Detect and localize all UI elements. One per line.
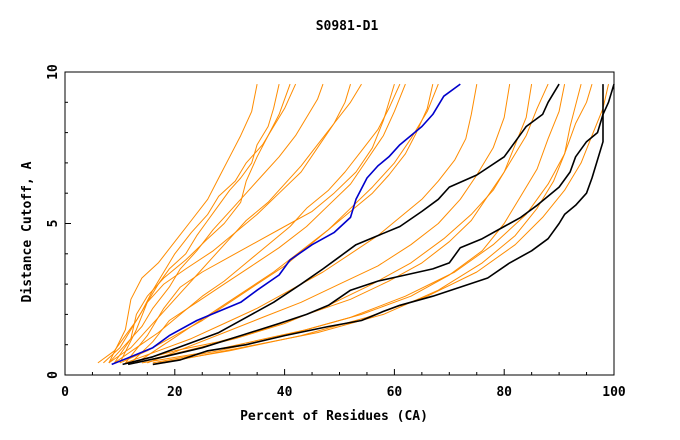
series-line-orange-11 xyxy=(158,83,609,364)
series-line-orange-2 xyxy=(108,83,324,364)
series-line-orange-9 xyxy=(136,83,549,364)
x-tick-label: 20 xyxy=(167,385,183,400)
series-line-orange-16 xyxy=(136,83,439,364)
x-tick-label: 100 xyxy=(602,385,626,400)
series-line-black-22 xyxy=(127,83,615,366)
series-line-orange-19 xyxy=(163,83,582,364)
x-axis-ticks: 0 20 40 60 80 100 xyxy=(61,369,626,400)
series-line-orange-17 xyxy=(147,84,511,364)
plot-lines xyxy=(97,83,615,366)
series-line-orange-18 xyxy=(125,83,395,364)
x-tick-label: 80 xyxy=(496,385,512,400)
series-line-orange-14 xyxy=(108,84,258,364)
x-tick-label: 60 xyxy=(387,385,403,400)
series-line-blue-20 xyxy=(111,83,461,366)
x-tick-label: 0 xyxy=(61,385,69,400)
y-tick-label: 5 xyxy=(46,220,61,228)
series-line-black-21 xyxy=(122,83,560,366)
x-tick-label: 40 xyxy=(277,385,293,400)
y-tick-label: 10 xyxy=(46,64,61,80)
series-line-orange-13 xyxy=(119,83,351,364)
series-line-orange-4 xyxy=(114,83,401,364)
y-axis-ticks: 0 5 10 xyxy=(46,64,71,379)
series-line-black-23 xyxy=(152,84,604,366)
series-line-orange-5 xyxy=(119,83,434,364)
series-line-orange-15 xyxy=(130,83,406,364)
y-tick-label: 0 xyxy=(46,371,61,379)
chart-title: S0981-D1 xyxy=(316,19,379,34)
series-line-orange-8 xyxy=(141,84,566,364)
y-axis-label: Distance Cutoff, A xyxy=(20,161,35,302)
series-line-orange-7 xyxy=(130,84,533,364)
series-line-orange-6 xyxy=(125,84,478,364)
series-line-orange-3 xyxy=(108,83,362,364)
series-line-orange-12 xyxy=(113,83,291,364)
x-axis-label: Percent of Residues (CA) xyxy=(240,409,428,424)
